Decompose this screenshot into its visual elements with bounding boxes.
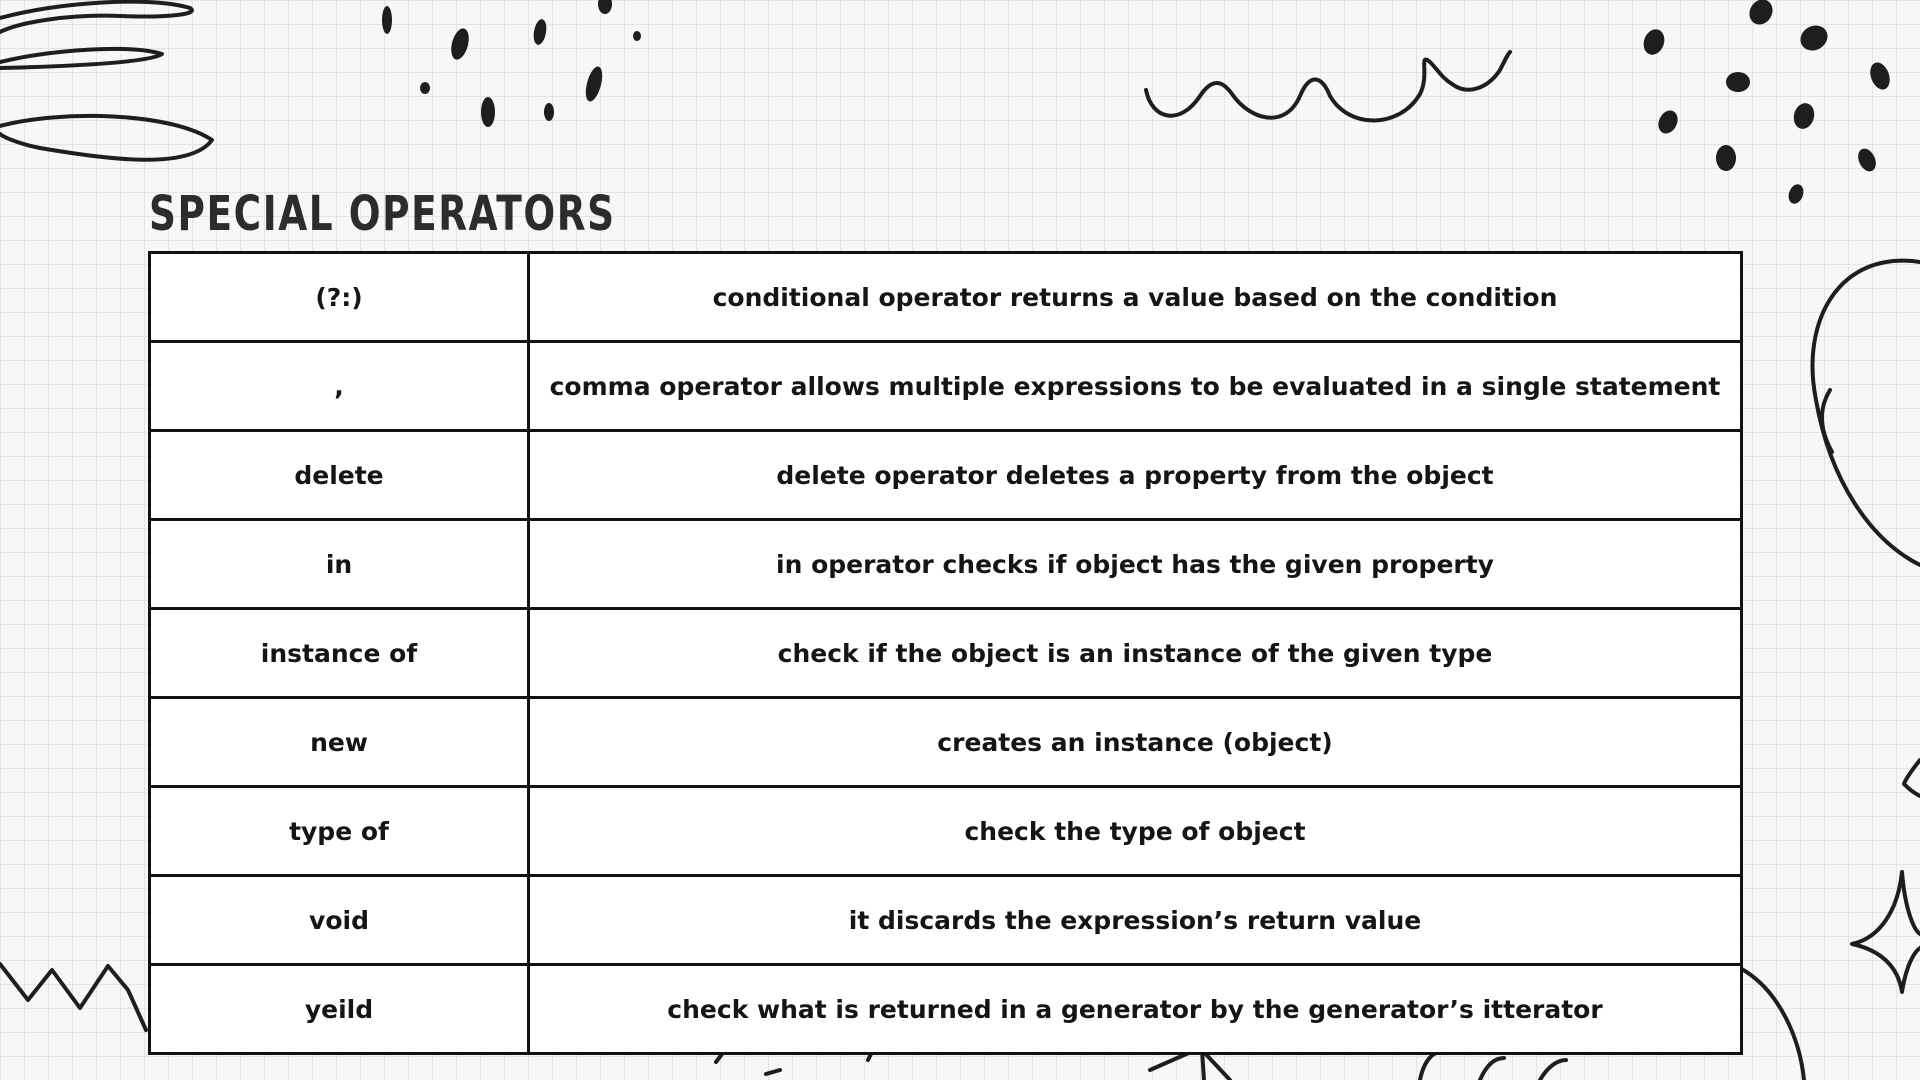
table-row: new creates an instance (object) [148, 696, 1743, 788]
description-cell: conditional operator returns a value bas… [527, 251, 1743, 343]
operator-cell: in [148, 518, 530, 610]
wave-doodle [1144, 50, 1512, 123]
table-row: , comma operator allows multiple express… [148, 340, 1743, 432]
operator-cell: instance of [148, 607, 530, 699]
zigzag-doodle [0, 962, 148, 1032]
operator-cell: (?:) [148, 251, 530, 343]
table-row: (?:) conditional operator returns a valu… [148, 251, 1743, 343]
description-cell: check if the object is an instance of th… [527, 607, 1743, 699]
operator-cell: yeild [148, 963, 530, 1055]
table-row: instance of check if the object is an in… [148, 607, 1743, 699]
operator-cell: , [148, 340, 530, 432]
operator-cell: void [148, 874, 530, 966]
description-cell: creates an instance (object) [527, 696, 1743, 788]
page-title: SPECIAL OPERATORS [149, 186, 616, 242]
description-cell: in operator checks if object has the giv… [527, 518, 1743, 610]
operator-cell: type of [148, 785, 530, 877]
table-row: void it discards the expression’s return… [148, 874, 1743, 966]
table-row: type of check the type of object [148, 785, 1743, 877]
scribble-loops-doodle [0, 0, 214, 162]
sparkle-doodle [1850, 870, 1920, 994]
circle-doodle [1810, 258, 1920, 567]
special-operators-table: (?:) conditional operator returns a valu… [148, 251, 1743, 1055]
description-cell: it discards the expression’s return valu… [527, 874, 1743, 966]
table-row: in in operator checks if object has the … [148, 518, 1743, 610]
description-cell: comma operator allows multiple expressio… [527, 340, 1743, 432]
arches-doodle [1148, 966, 1806, 1080]
description-cell: check the type of object [527, 785, 1743, 877]
dots-doodle [382, 0, 641, 127]
operator-cell: new [148, 696, 530, 788]
dashes-doodle [1643, 0, 1890, 204]
operator-cell: delete [148, 429, 530, 521]
description-cell: check what is returned in a generator by… [527, 963, 1743, 1055]
table-row: delete delete operator deletes a propert… [148, 429, 1743, 521]
description-cell: delete operator deletes a property from … [527, 429, 1743, 521]
table-row: yeild check what is returned in a genera… [148, 963, 1743, 1055]
